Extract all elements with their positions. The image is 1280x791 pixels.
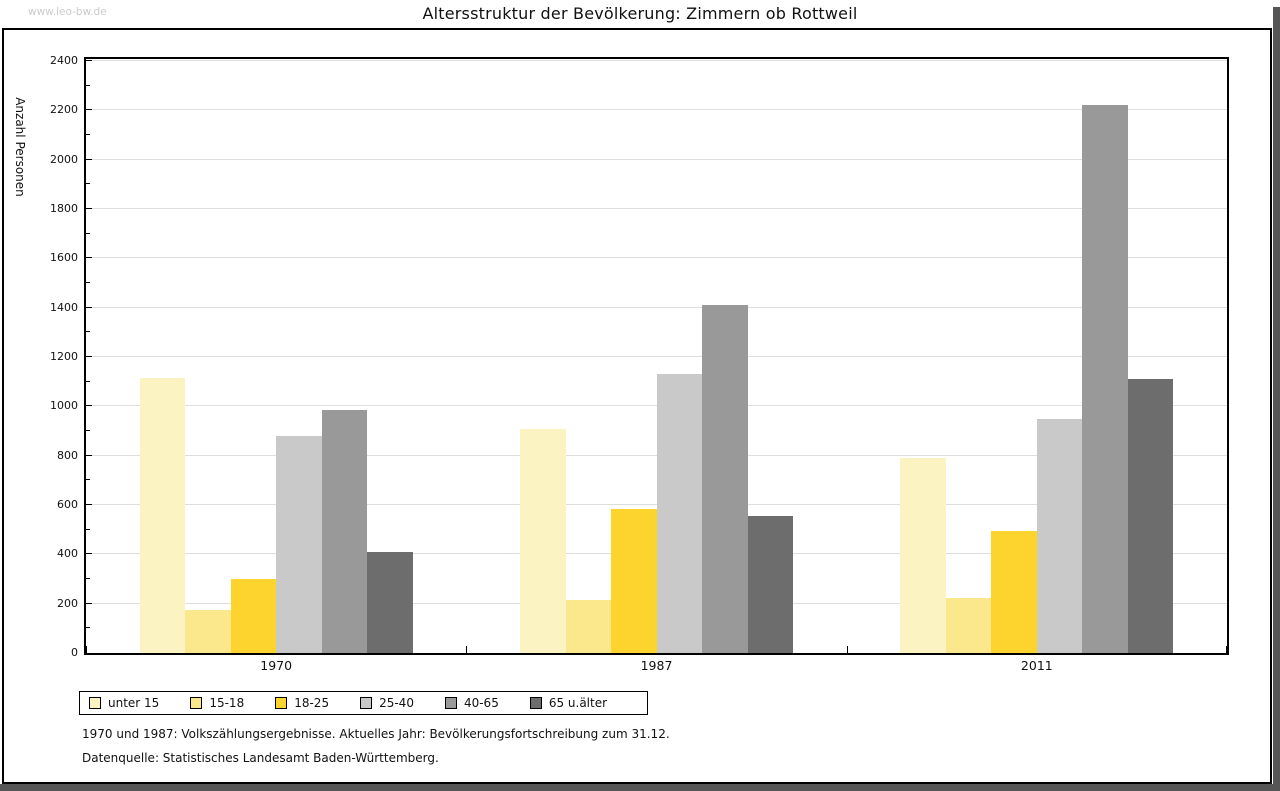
y-tick-label-2400: 2400 <box>50 54 78 67</box>
gridline-1200 <box>86 356 1227 357</box>
bar-1987-65-u.älter <box>747 516 793 653</box>
gridline-1600 <box>86 257 1227 259</box>
legend-label: 25-40 <box>379 696 414 710</box>
major-tick-y-1000 <box>86 405 92 407</box>
y-tick-label-600: 600 <box>57 498 78 511</box>
x-axis-tick-0 <box>86 646 87 653</box>
bar-1987-unter-15 <box>520 428 566 653</box>
major-tick-y-2000 <box>86 158 92 160</box>
bar-1987-40-65 <box>702 305 748 653</box>
legend-item-18-25: 18-25 <box>275 696 329 710</box>
major-tick-y-1600 <box>86 257 92 259</box>
footnote-line-1: 1970 und 1987: Volkszählungsergebnisse. … <box>82 727 670 741</box>
legend-label: 40-65 <box>463 696 499 710</box>
legend-item-15-18: 15-18 <box>190 696 244 710</box>
minor-tick-y-1300 <box>86 331 90 333</box>
major-tick-y-2400 <box>86 60 92 61</box>
window-edge-right <box>1273 7 1280 791</box>
bar-2011-65-u.älter <box>1127 379 1174 653</box>
minor-tick-y-300 <box>86 578 90 579</box>
gridline-1400 <box>86 306 1227 308</box>
y-tick-label-0: 0 <box>71 646 78 659</box>
y-tick-label-1400: 1400 <box>50 300 78 314</box>
legend-label: 65 u.älter <box>548 696 608 710</box>
x-axis-tick-2 <box>847 646 848 653</box>
x-category-label-2011: 2011 <box>1020 658 1053 673</box>
y-tick-label-1800: 1800 <box>50 202 78 215</box>
y-tick-label-1000: 1000 <box>50 399 78 413</box>
minor-tick-y-1900 <box>86 183 90 185</box>
major-tick-y-1200 <box>86 356 92 357</box>
page-title: Altersstruktur der Bevölkerung: Zimmern … <box>422 4 858 23</box>
bar-2011-unter-15 <box>900 458 946 653</box>
minor-tick-y-100 <box>86 627 90 629</box>
bar-1970-18-25 <box>230 579 277 653</box>
bar-1970-65-u.älter <box>367 551 413 653</box>
plot-area <box>84 57 1229 655</box>
minor-tick-y-1700 <box>86 232 90 234</box>
legend-item-25-40: 25-40 <box>360 696 414 710</box>
minor-tick-y-2300 <box>86 84 90 86</box>
y-tick-label-800: 800 <box>57 448 78 462</box>
minor-tick-y-500 <box>86 528 90 530</box>
bar-2011-40-65 <box>1082 105 1128 653</box>
y-tick-label-2200: 2200 <box>50 103 78 117</box>
legend-swatch-icon <box>529 697 542 709</box>
gridline-2000 <box>86 158 1227 160</box>
bar-1987-25-40 <box>656 374 702 653</box>
x-category-label-1987: 1987 <box>640 658 673 673</box>
window-edge-bottom <box>0 784 1280 791</box>
gridline-2200 <box>86 109 1227 111</box>
minor-tick-y-2100 <box>86 134 90 135</box>
legend-label: unter 15 <box>108 696 160 710</box>
minor-tick-y-900 <box>86 430 90 431</box>
major-tick-y-800 <box>86 454 92 456</box>
legend-item-65-u.älter: 65 u.älter <box>529 696 608 710</box>
bar-2011-25-40 <box>1036 418 1083 653</box>
y-tick-label-1600: 1600 <box>50 251 78 265</box>
x-category-label-1970: 1970 <box>260 658 293 673</box>
bar-1970-15-18 <box>185 609 231 653</box>
watermark: www.leo-bw.de <box>28 6 107 18</box>
legend-item-40-65: 40-65 <box>444 696 499 710</box>
y-tick-label-1200: 1200 <box>50 350 78 363</box>
major-tick-y-200 <box>86 602 92 604</box>
legend-swatch-icon <box>360 697 373 709</box>
bar-1970-25-40 <box>276 435 322 653</box>
footnote-line-2: Datenquelle: Statistisches Landesamt Bad… <box>82 751 439 765</box>
minor-tick-y-1100 <box>86 380 90 382</box>
bar-1987-15-18 <box>565 599 611 653</box>
minor-tick-y-1500 <box>86 282 90 283</box>
legend-label: 15-18 <box>209 696 245 710</box>
y-tick-label-400: 400 <box>57 547 78 561</box>
bar-2011-15-18 <box>945 597 992 653</box>
major-tick-y-600 <box>86 504 92 505</box>
legend-swatch-icon <box>190 697 203 709</box>
minor-tick-y-700 <box>86 479 90 481</box>
y-tick-label-2000: 2000 <box>50 152 78 166</box>
y-tick-label-200: 200 <box>57 596 78 610</box>
legend-swatch-icon <box>275 697 288 709</box>
major-tick-y-1800 <box>86 208 92 209</box>
bar-2011-18-25 <box>991 530 1037 653</box>
gridline-1800 <box>86 208 1227 209</box>
major-tick-y-1400 <box>86 306 92 308</box>
legend-item-unter-15: unter 15 <box>89 696 159 710</box>
legend-swatch-icon <box>89 697 101 709</box>
gridline-2400 <box>86 60 1227 61</box>
legend-swatch-icon <box>444 697 457 709</box>
x-axis-tick-1 <box>466 646 467 653</box>
bar-1987-18-25 <box>611 508 657 653</box>
major-tick-y-2200 <box>86 109 92 111</box>
legend-label: 18-25 <box>294 696 330 710</box>
legend: unter 15 15-18 18-25 25-40 40-65 65 u.älter <box>79 691 648 715</box>
bar-1970-unter-15 <box>139 377 186 653</box>
x-axis-tick-3 <box>1226 646 1227 653</box>
major-tick-y-400 <box>86 553 92 555</box>
bar-1970-40-65 <box>321 410 368 653</box>
